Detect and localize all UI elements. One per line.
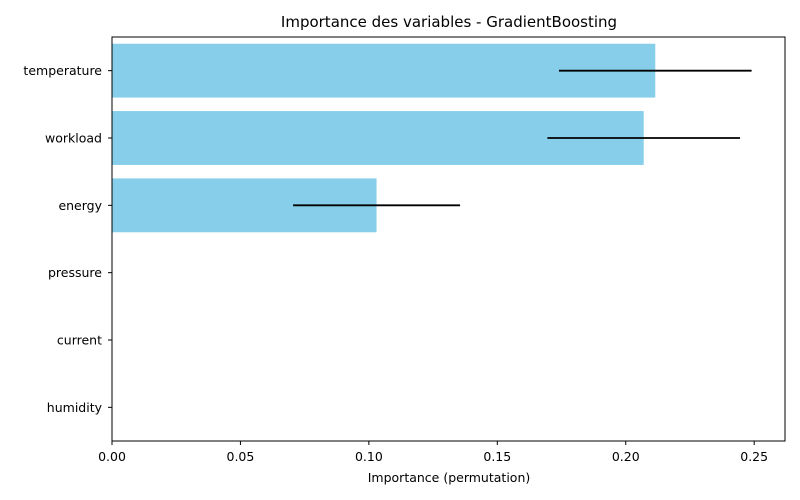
y-tick-label: pressure	[48, 265, 102, 280]
chart-title: Importance des variables - GradientBoost…	[281, 13, 617, 31]
x-axis: 0.00 0.05 0.10 0.15 0.20 0.25	[98, 441, 768, 464]
x-axis-label: Importance (permutation)	[368, 470, 531, 485]
x-tick-label: 0.25	[740, 449, 768, 464]
y-tick-label: workload	[45, 131, 102, 146]
y-axis: temperature workload energy pressure current…	[23, 63, 112, 415]
x-tick-label: 0.10	[355, 449, 383, 464]
y-tick-label: current	[57, 333, 102, 348]
y-tick-label: energy	[58, 198, 102, 213]
y-tick-label: temperature	[23, 63, 102, 78]
x-tick-label: 0.20	[612, 449, 640, 464]
plot-frame	[111, 36, 786, 442]
x-tick-label: 0.00	[98, 449, 126, 464]
y-tick-label: humidity	[47, 400, 103, 415]
error-bars-group	[293, 69, 752, 207]
x-tick-label: 0.15	[483, 449, 511, 464]
x-tick-label: 0.05	[227, 449, 255, 464]
